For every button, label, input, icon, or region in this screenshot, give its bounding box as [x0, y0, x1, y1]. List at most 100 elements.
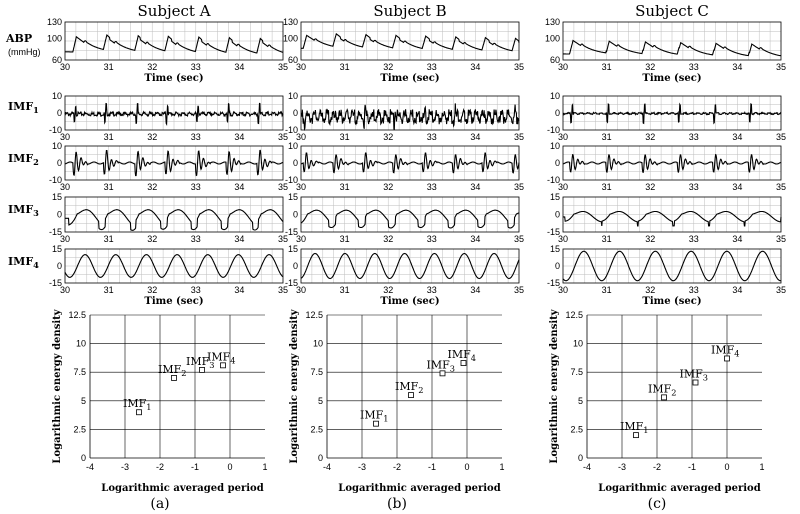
data-point: [136, 409, 142, 416]
y-tick-label: 0: [555, 210, 560, 220]
x-tick-label: 33: [191, 182, 201, 192]
y-tick-label: 12.5: [565, 310, 583, 320]
panel-frame: [64, 21, 284, 61]
column-title: Subject A: [137, 2, 210, 20]
y-tick-label: 100: [283, 33, 298, 43]
x-tick-label: 34: [470, 132, 480, 142]
data-point: [692, 379, 699, 386]
x-axis-label: Time (sec): [144, 73, 203, 84]
x-tick-label: 1: [499, 462, 504, 472]
x-tick-label: 33: [191, 62, 201, 72]
x-tick-label: -1: [688, 462, 696, 472]
timeseries-panel: -15 0 15 30 31 32 33 34 35 Time (sec): [285, 244, 524, 307]
signal-trace: [300, 152, 520, 174]
abp-label: ABP: [5, 32, 32, 45]
timeseries-panel: -10 0 10 30 31 32 33 34 35: [285, 141, 524, 192]
data-point: [199, 367, 205, 373]
y-tick-label: 12.5: [305, 310, 323, 320]
y-tick-label: -10: [547, 175, 560, 185]
y-tick-label: 10: [288, 141, 298, 151]
signal-trace: [562, 153, 782, 174]
timeseries-panel: -10 0 10 30 31 32 33 34 35: [49, 91, 288, 142]
x-tick-label: -3: [121, 462, 129, 472]
x-tick-label: 30: [296, 234, 306, 244]
panel-frame: [562, 248, 782, 284]
x-tick-label: 31: [104, 285, 114, 295]
x-tick-label: 34: [234, 182, 244, 192]
timeseries-panel: -10 0 10 30 31 32 33 34 35: [547, 91, 786, 142]
y-tick-label: 12.5: [68, 310, 86, 320]
x-tick-label: 30: [558, 132, 568, 142]
signal-trace: [563, 210, 782, 227]
timeseries-panel: -10 0 10 30 31 32 33 34 35: [547, 141, 786, 192]
x-tick-label: 34: [234, 132, 244, 142]
x-tick-label: 35: [278, 62, 288, 72]
y-tick-label: 130: [545, 17, 560, 27]
y-tick-label: 0: [57, 261, 62, 271]
x-tick-label: 31: [104, 182, 114, 192]
y-tick-label: 0: [555, 158, 560, 168]
x-tick-label: 35: [278, 132, 288, 142]
x-tick-label: 31: [104, 62, 114, 72]
y-tick-label: 15: [288, 244, 298, 254]
imf-row-label: IMF3: [8, 203, 39, 218]
y-tick-label: 5: [578, 396, 583, 406]
x-tick-label: 0: [724, 462, 729, 472]
x-tick-label: 0: [464, 462, 469, 472]
panel-label: (c): [648, 496, 667, 512]
x-tick-label: 35: [278, 285, 288, 295]
y-tick-label: -10: [547, 125, 560, 135]
data-point: [408, 392, 414, 398]
y-tick-label: 100: [47, 33, 62, 43]
point-label: IMF2: [395, 380, 424, 395]
x-axis-label: Time (sec): [144, 296, 203, 307]
y-tick-label: 60: [550, 55, 560, 65]
signal-trace: [65, 209, 284, 231]
y-tick-label: 2.5: [570, 424, 583, 434]
y-tick-label: -10: [285, 175, 298, 185]
panel-label: (a): [150, 496, 169, 512]
signal-trace: [301, 33, 520, 52]
x-axis-label: Time (sec): [380, 296, 439, 307]
x-tick-label: 35: [776, 234, 786, 244]
y-tick-label: 15: [52, 192, 62, 202]
y-tick-label: 5: [318, 396, 323, 406]
y-tick-label: 10: [573, 339, 583, 349]
abp-unit-label: (mmHg): [8, 47, 41, 57]
point-label: IMF4: [448, 348, 477, 363]
x-tick-label: 30: [296, 182, 306, 192]
x-tick-label: 34: [732, 285, 742, 295]
x-tick-label: 0: [227, 462, 232, 472]
y-tick-label: 10: [313, 339, 323, 349]
y-tick-label: 60: [52, 55, 62, 65]
x-tick-label: 33: [689, 132, 699, 142]
x-tick-label: 32: [383, 285, 393, 295]
x-axis-label: Time (sec): [380, 73, 439, 84]
point-label: IMF3: [680, 367, 709, 382]
x-tick-label: 32: [383, 182, 393, 192]
x-tick-label: 35: [514, 62, 524, 72]
x-tick-label: 30: [558, 62, 568, 72]
timeseries-panel: 60 100 130 30 31 32 33 34 35 Time (sec): [47, 17, 288, 84]
x-tick-label: 32: [147, 234, 157, 244]
x-tick-label: 33: [191, 285, 201, 295]
x-tick-label: 32: [645, 234, 655, 244]
y-tick-label: 0: [555, 108, 560, 118]
x-tick-label: 30: [60, 62, 70, 72]
x-tick-label: 31: [602, 182, 612, 192]
x-tick-label: 34: [732, 132, 742, 142]
y-tick-label: 60: [288, 55, 298, 65]
timeseries-panel: -15 0 15 30 31 32 33 34 35: [547, 192, 786, 244]
point-label: IMF3: [186, 355, 215, 370]
x-tick-label: 32: [147, 62, 157, 72]
y-tick-label: -15: [285, 227, 298, 237]
x-tick-label: 1: [262, 462, 267, 472]
x-tick-label: 32: [147, 285, 157, 295]
data-point: [439, 370, 446, 377]
x-tick-label: 32: [383, 234, 393, 244]
point-label: IMF1: [360, 409, 389, 424]
data-point: [460, 360, 467, 366]
y-tick-label: -10: [49, 125, 62, 135]
timeseries-panel: 60 100 130 30 31 32 33 34 35 Time (sec): [545, 17, 786, 84]
